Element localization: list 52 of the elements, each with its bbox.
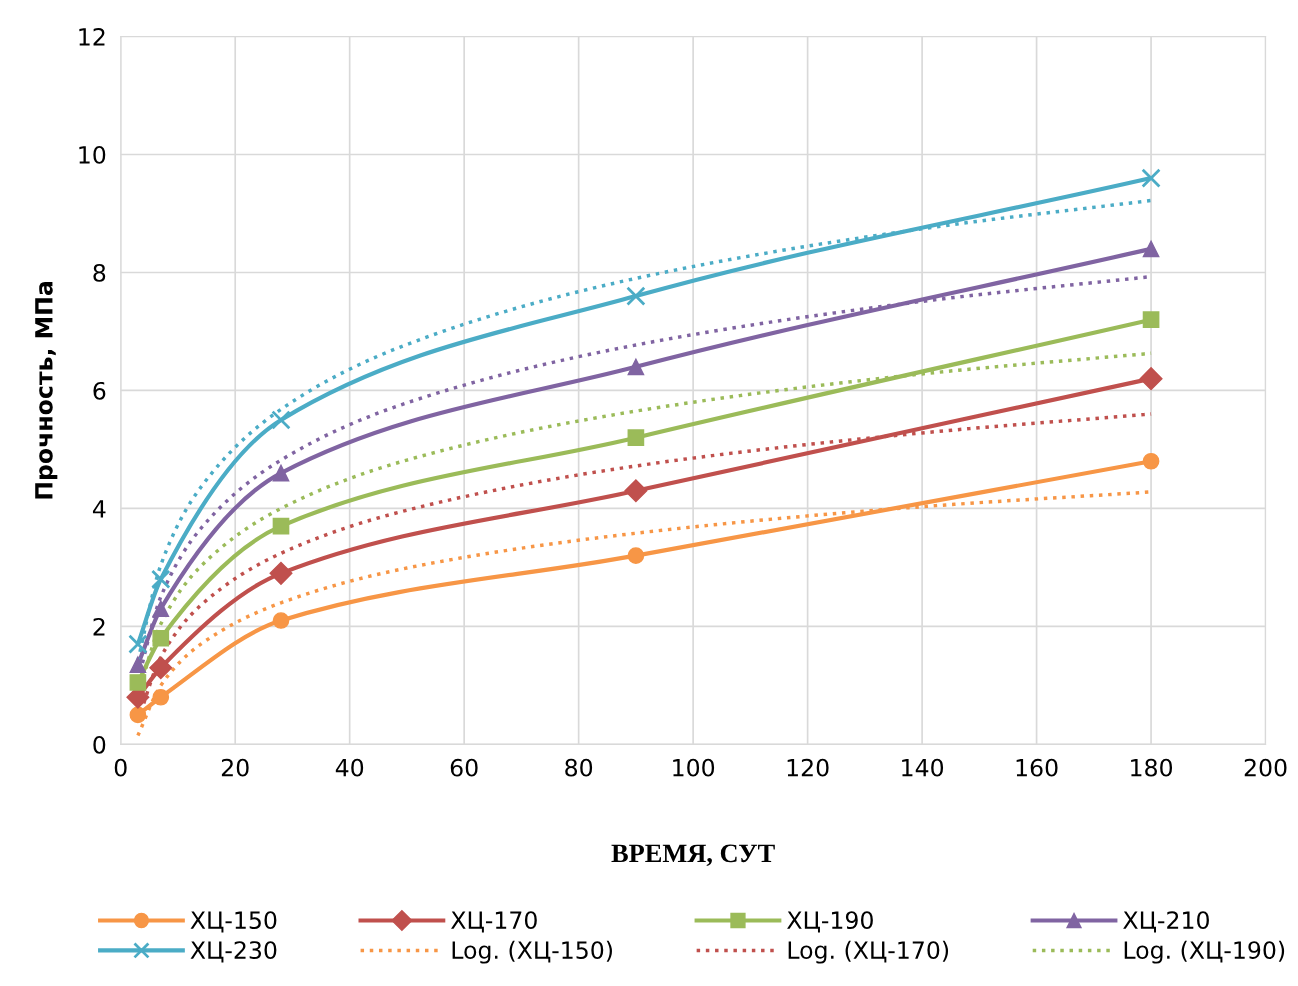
legend-label: Log. (ХЦ-190) <box>1124 940 1285 964</box>
legend-label: ХЦ-210 <box>1123 911 1209 933</box>
legend-label: ХЦ-150 <box>190 911 277 933</box>
y-tick-label: 4 <box>92 500 106 518</box>
x-tick-label: 100 <box>673 758 715 777</box>
legend-label: Log. (ХЦ-170) <box>788 940 949 964</box>
point <box>1142 240 1160 258</box>
y-tick-label: 8 <box>93 263 106 282</box>
legend-label: Log. (ХЦ-150) <box>452 940 612 964</box>
point <box>149 656 173 680</box>
point <box>152 688 170 706</box>
x-tick-label: 80 <box>565 758 593 777</box>
y-tick-label: 0 <box>93 735 106 754</box>
point <box>627 547 645 564</box>
point <box>129 674 147 691</box>
point <box>129 706 147 724</box>
x-tick-label: 140 <box>902 758 944 777</box>
legend-label: ХЦ-230 <box>190 941 277 963</box>
legend-label: ХЦ-170 <box>451 911 537 933</box>
point <box>1142 311 1160 328</box>
y-axis-title: Прочность, МПа <box>35 282 58 499</box>
x-tick-label: 200 <box>1244 758 1287 777</box>
point <box>152 629 170 647</box>
point <box>269 561 293 585</box>
point <box>627 358 645 376</box>
y-tick-label: 6 <box>93 381 106 400</box>
x-tick-label: 180 <box>1131 758 1173 777</box>
x-tick-label: 20 <box>221 758 249 777</box>
point <box>152 600 170 618</box>
y-tick-label: 2 <box>93 617 105 636</box>
y-tick-label: 10 <box>79 145 106 164</box>
x-axis-title: ВРЕМЯ, СУТ <box>611 844 775 867</box>
point <box>1141 168 1161 188</box>
x-tick-label: 120 <box>787 758 829 777</box>
point <box>272 612 290 629</box>
point <box>272 517 290 535</box>
point <box>128 634 148 654</box>
point <box>129 656 147 674</box>
x-tick-label: 60 <box>450 758 478 777</box>
x-tick-label: 40 <box>335 758 364 777</box>
x-tick-label: 160 <box>1016 758 1058 777</box>
point <box>624 479 648 503</box>
point <box>626 286 646 306</box>
y-tick-label: 12 <box>79 27 105 46</box>
legend-label: ХЦ-190 <box>787 911 873 933</box>
point <box>272 464 290 482</box>
point <box>1142 452 1160 470</box>
point <box>627 429 645 446</box>
x-tick-label: 0 <box>114 758 127 777</box>
point <box>271 410 291 430</box>
point <box>1139 367 1163 391</box>
point <box>151 569 171 589</box>
